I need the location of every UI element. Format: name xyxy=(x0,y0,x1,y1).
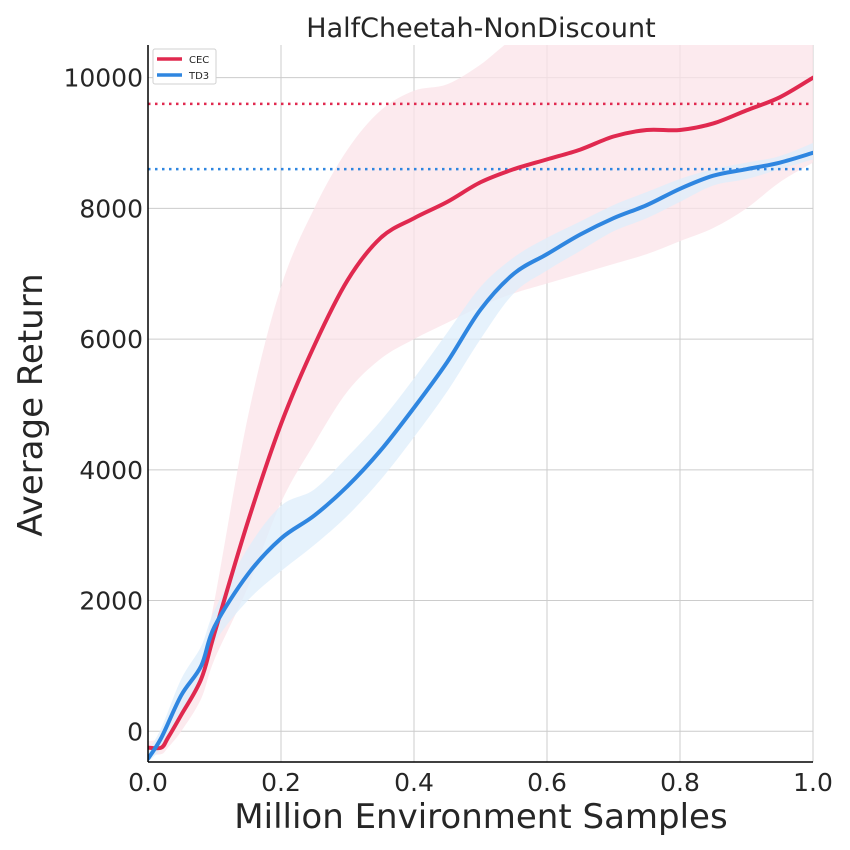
x-tick-labels: 0.0 0.2 0.4 0.6 0.8 1.0 xyxy=(128,768,833,797)
y-tick-label: 10000 xyxy=(63,64,143,93)
y-tick-label: 0 xyxy=(127,717,143,746)
series-line-td3 xyxy=(148,150,813,761)
chart-title: HalfCheetah-NonDiscount xyxy=(306,13,655,44)
y-tick-labels: 0 2000 4000 6000 8000 10000 xyxy=(63,64,143,747)
x-tick-label: 0.6 xyxy=(527,768,567,797)
y-tick-label: 8000 xyxy=(79,194,143,223)
legend-label-td3: TD3 xyxy=(188,71,209,82)
series-line-cec xyxy=(148,75,813,751)
band-cec xyxy=(148,45,813,755)
x-tick-label: 0.2 xyxy=(261,768,301,797)
legend-label-cec: CEC xyxy=(189,55,209,66)
x-tick-label: 0.0 xyxy=(128,768,168,797)
series-lines xyxy=(148,75,813,761)
y-tick-label: 6000 xyxy=(79,325,143,354)
x-axis-title: Million Environment Samples xyxy=(234,797,727,837)
confidence-bands xyxy=(148,45,813,762)
y-tick-label: 2000 xyxy=(79,587,143,616)
reference-lines xyxy=(148,102,813,171)
x-tick-label: 0.8 xyxy=(660,768,700,797)
axes xyxy=(147,45,813,763)
x-tick-label: 0.4 xyxy=(394,768,434,797)
y-axis-title: Average Return xyxy=(11,273,51,536)
legend: CEC TD3 xyxy=(152,48,217,85)
x-tick-label: 1.0 xyxy=(793,768,833,797)
y-tick-label: 4000 xyxy=(79,456,143,485)
